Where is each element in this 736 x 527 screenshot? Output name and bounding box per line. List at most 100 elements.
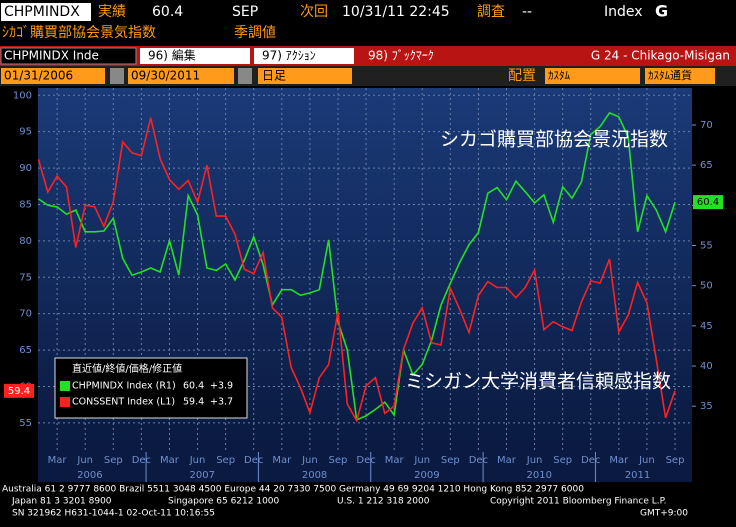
series-line [37,117,676,423]
x-tick-label: Jun [301,455,318,466]
legend-swatch [60,381,70,391]
legend-label: CONSSENT Index (L1) [72,397,175,408]
currency-field[interactable] [645,68,715,84]
page-title: G 24 - Chikago-Misigan [591,49,730,63]
y-tick-label: 65 [19,345,32,356]
x-tick-label: Jun [413,455,430,466]
mode: G [655,2,668,21]
x-tick-label: Mar [272,455,292,466]
calendar-button[interactable] [110,68,124,84]
legend-value: 60.4 [183,381,204,392]
legend-value: 59.4 [183,397,204,408]
last-value-flag [693,195,723,210]
actual: 60.4 [152,4,183,20]
x-group-label: 2007 [190,470,215,481]
legend-change: +3.9 [210,381,233,392]
y2-tick-label: 40 [700,361,713,372]
x-tick-label: Sep [441,455,460,466]
footer-text: Singapore 65 6212 1000 [168,497,280,507]
y2-tick-label: 35 [700,401,713,412]
y-tick-label: 70 [19,309,32,320]
survey-label: 調査 [477,4,505,20]
ticker: CHPMINDX [4,4,80,20]
y-tick-label: 80 [19,236,32,247]
security: CHPMINDX Inde [4,49,99,63]
adjustment: 季調値 [234,25,276,41]
footer-text: Copyright 2011 Bloomberg Finance L.P. [490,497,666,507]
period-field[interactable] [258,68,352,84]
x-tick-label: Dec [244,455,263,466]
period-select: 日足 [262,69,286,83]
period: SEP [232,4,258,20]
menu-item: 96) 編集 [148,48,196,63]
layout-select: ｶｽﾀﾑ [548,69,570,82]
x-tick-label: Mar [160,455,180,466]
x-tick-label: Sep [666,455,685,466]
x-tick-label: Dec [132,455,151,466]
x-group-label: 2006 [77,470,102,481]
x-tick-label: Sep [553,455,572,466]
x-group-label: 2009 [414,470,439,481]
survey: -- [522,4,532,20]
x-tick-label: Jun [189,455,206,466]
legend-swatch [60,397,70,407]
menu-button[interactable] [254,48,354,64]
x-tick-label: Jun [526,455,543,466]
menu-item: 97) ｱｸｼｮﾝ [262,49,316,63]
layout-label: 配置 [508,68,536,84]
x-tick-label: Dec [581,455,600,466]
next-release: 10/31/11 22:45 [342,4,450,20]
next-label: 次回 [300,4,328,20]
y-tick-label: 90 [19,163,32,174]
y-tick-label: 100 [13,90,32,101]
start-date: 01/31/2006 [4,69,73,83]
x-tick-label: Mar [385,455,405,466]
ticker-box [1,3,91,21]
x-tick-label: Jun [638,455,655,466]
legend [54,357,248,419]
y-tick-label: 55 [19,418,32,429]
footer-text: GMT+9:00 [640,509,688,519]
x-tick-label: Dec [469,455,488,466]
footer-text: U.S. 1 212 318 2000 [337,497,430,507]
x-tick-label: Dec [356,455,375,466]
y2-tick-label: 55 [700,240,713,251]
y-tick-label: 95 [19,127,32,138]
annotation: シカゴ購買部協会景況指数 [440,129,668,151]
footer-text: Australia 61 2 9777 8600 Brazil 5511 304… [2,485,584,495]
security-field[interactable] [0,47,137,65]
calendar-button[interactable] [238,68,252,84]
y2-tick-label: 70 [700,120,713,131]
actual-label: 実績 [98,4,126,20]
last-value-label: 59.4 [8,386,30,397]
y2-tick-label: 50 [700,281,713,292]
layout-field[interactable] [545,68,640,84]
x-tick-label: Jun [76,455,93,466]
x-tick-label: Sep [329,455,348,466]
x-group-label: 2010 [527,470,552,481]
footer-text: SN 321962 H631-1044-1 02-Oct-11 10:16:55 [12,509,215,519]
legend-title: 直近値/終値/価格/修正値 [72,362,182,375]
x-tick-label: Mar [609,455,629,466]
menu-item[interactable]: 98) ﾌﾞｯｸﾏｰｸ [368,49,434,63]
end-date: 09/30/2011 [131,69,200,83]
series-name: ｼｶｺﾞ購買部協会景気指数 [2,25,156,41]
currency-select: ｶｽﾀﾑ通貨 [648,68,692,82]
last-value-label: 60.4 [697,197,719,208]
footer-text: Japan 81 3 3201 8900 [11,497,112,507]
legend-change: +3.7 [210,397,233,408]
end-field[interactable] [128,68,234,84]
last-value-flag [4,383,34,398]
start-field[interactable] [1,68,105,84]
x-group-label: 2011 [625,470,650,481]
x-tick-label: Sep [104,455,123,466]
menu-button[interactable] [140,48,250,64]
x-axis-band [38,452,692,482]
x-group-label: 2008 [302,470,327,481]
index-label: Index [604,4,643,20]
y-tick-label: 85 [19,199,32,210]
legend-label: CHPMINDX Index (R1) [72,381,176,392]
annotation: ミシガン大学消費者信頼感指数 [405,371,671,393]
y2-tick-label: 45 [700,321,713,332]
